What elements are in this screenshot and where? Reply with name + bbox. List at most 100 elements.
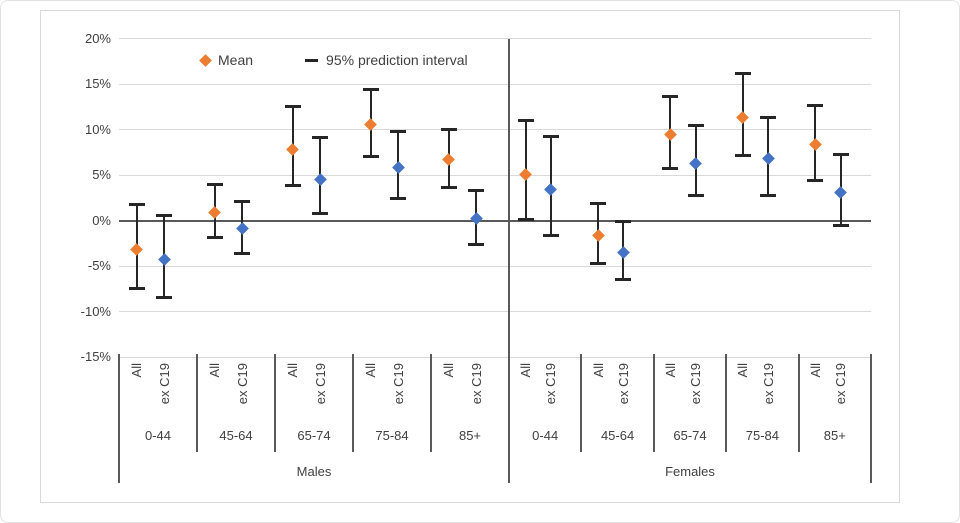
series-category-label: ex C19 xyxy=(234,363,250,405)
prediction-interval-cap-top xyxy=(590,201,607,205)
series-category-label: ex C19 xyxy=(615,363,631,405)
chart-frame xyxy=(40,10,900,503)
category-boundary-line xyxy=(870,354,872,483)
age-separator-line xyxy=(430,354,432,452)
legend-mean-label: Mean xyxy=(218,52,254,68)
y-axis-tick-label: -10% xyxy=(80,303,111,319)
interval-dash-icon xyxy=(305,58,319,62)
y-gridline xyxy=(119,83,871,85)
prediction-interval-cap-top xyxy=(662,95,679,99)
prediction-interval-cap-bottom xyxy=(542,234,559,238)
y-axis-tick-label: 5% xyxy=(92,167,111,182)
prediction-interval-cap-bottom xyxy=(234,251,251,255)
series-category-label: All xyxy=(735,363,751,378)
prediction-interval-cap-bottom xyxy=(590,261,607,265)
prediction-interval-cap-bottom xyxy=(615,278,632,282)
age-group-label: 75-84 xyxy=(745,428,779,443)
gender-divider-line xyxy=(508,38,510,483)
age-group-label: 0-44 xyxy=(532,428,559,443)
prediction-interval-cap-bottom xyxy=(832,224,849,228)
age-separator-line xyxy=(797,354,800,452)
age-separator-line xyxy=(725,354,728,452)
age-group-label: 85+ xyxy=(823,428,846,443)
series-category-label: All xyxy=(363,363,379,378)
age-group-label: 45-64 xyxy=(600,428,635,443)
prediction-interval-cap-top xyxy=(234,199,251,203)
series-category-label: All xyxy=(129,363,145,378)
prediction-interval-cap-top xyxy=(542,135,559,139)
prediction-interval-cap-top xyxy=(284,105,301,109)
legend-interval-label: 95% prediction interval xyxy=(326,52,468,68)
age-separator-line xyxy=(580,354,583,452)
prediction-interval-cap-top xyxy=(440,128,457,131)
prediction-interval-cap-top xyxy=(687,124,704,128)
y-axis-tick-label: 10% xyxy=(84,121,111,137)
prediction-interval-cap-top xyxy=(468,188,485,192)
y-axis-tick-label: 15% xyxy=(84,76,111,91)
prediction-interval-cap-bottom xyxy=(760,194,777,198)
y-axis-tick-label: -5% xyxy=(87,258,111,273)
prediction-interval-cap-top xyxy=(390,129,407,133)
age-group-label: 65-74 xyxy=(673,428,707,443)
series-category-label: ex C19 xyxy=(390,363,406,405)
y-axis-tick-label: -15% xyxy=(80,349,111,364)
prediction-interval-cap-bottom xyxy=(807,178,824,182)
prediction-interval-cap-top xyxy=(128,202,145,206)
prediction-interval-cap-top xyxy=(832,153,849,157)
prediction-interval-cap-bottom xyxy=(687,193,704,197)
series-category-label: All xyxy=(441,363,457,378)
prediction-interval-cap-bottom xyxy=(734,154,751,158)
y-gridline xyxy=(119,174,871,176)
age-group-label: 65-74 xyxy=(297,428,331,443)
prediction-interval-cap-bottom xyxy=(390,197,407,201)
prediction-interval-cap-top xyxy=(206,182,223,186)
series-category-label: ex C19 xyxy=(543,363,559,405)
gender-group-label: Females xyxy=(665,464,715,479)
prediction-interval-cap-top xyxy=(807,104,824,108)
prediction-interval-cap-top xyxy=(734,72,751,76)
age-group-label: 85+ xyxy=(458,428,482,443)
chart-legend: Mean 95% prediction interval xyxy=(199,52,468,68)
prediction-interval-cap-bottom xyxy=(128,287,145,291)
series-category-label: ex C19 xyxy=(760,363,776,405)
x-axis-zero-line xyxy=(119,219,871,222)
legend-item-prediction-interval: 95% prediction interval xyxy=(305,52,468,68)
prediction-interval-cap-top xyxy=(760,116,777,120)
legend-item-mean: Mean xyxy=(199,52,254,68)
series-category-label: ex C19 xyxy=(688,363,704,405)
series-category-label: ex C19 xyxy=(468,363,484,405)
prediction-interval-cap-bottom xyxy=(440,186,457,190)
age-group-label: 75-84 xyxy=(375,428,409,443)
y-axis-tick-label: 0% xyxy=(92,212,111,228)
gender-group-label: Males xyxy=(296,464,332,479)
y-gridline xyxy=(119,129,871,130)
y-axis-tick-label: 20% xyxy=(84,30,111,46)
prediction-interval-cap-bottom xyxy=(362,155,379,159)
prediction-interval-cap-bottom xyxy=(662,167,679,171)
prediction-interval-cap-bottom xyxy=(517,218,534,222)
age-separator-line xyxy=(352,354,354,452)
series-category-label: All xyxy=(807,363,823,378)
series-category-label: ex C19 xyxy=(833,363,849,405)
series-category-label: All xyxy=(590,363,606,378)
age-separator-line xyxy=(196,354,198,452)
series-category-label: All xyxy=(207,363,223,378)
age-group-label: 45-64 xyxy=(219,428,253,443)
y-gridline xyxy=(119,311,871,312)
prediction-interval-cap-bottom xyxy=(284,183,301,187)
prediction-interval-cap-top xyxy=(156,213,173,217)
prediction-interval-cap-top xyxy=(312,136,329,140)
age-separator-line xyxy=(652,354,655,452)
prediction-interval-cap-bottom xyxy=(156,296,173,300)
prediction-interval-cap-bottom xyxy=(468,242,485,246)
y-gridline xyxy=(119,38,871,39)
age-group-label: 0-44 xyxy=(144,428,172,443)
age-separator-line xyxy=(274,354,276,452)
y-gridline xyxy=(119,356,871,358)
series-category-label: All xyxy=(662,363,678,378)
series-category-label: All xyxy=(285,363,301,378)
prediction-interval-cap-top xyxy=(615,219,632,223)
series-category-label: All xyxy=(518,363,534,378)
prediction-interval-cap-bottom xyxy=(206,236,223,240)
